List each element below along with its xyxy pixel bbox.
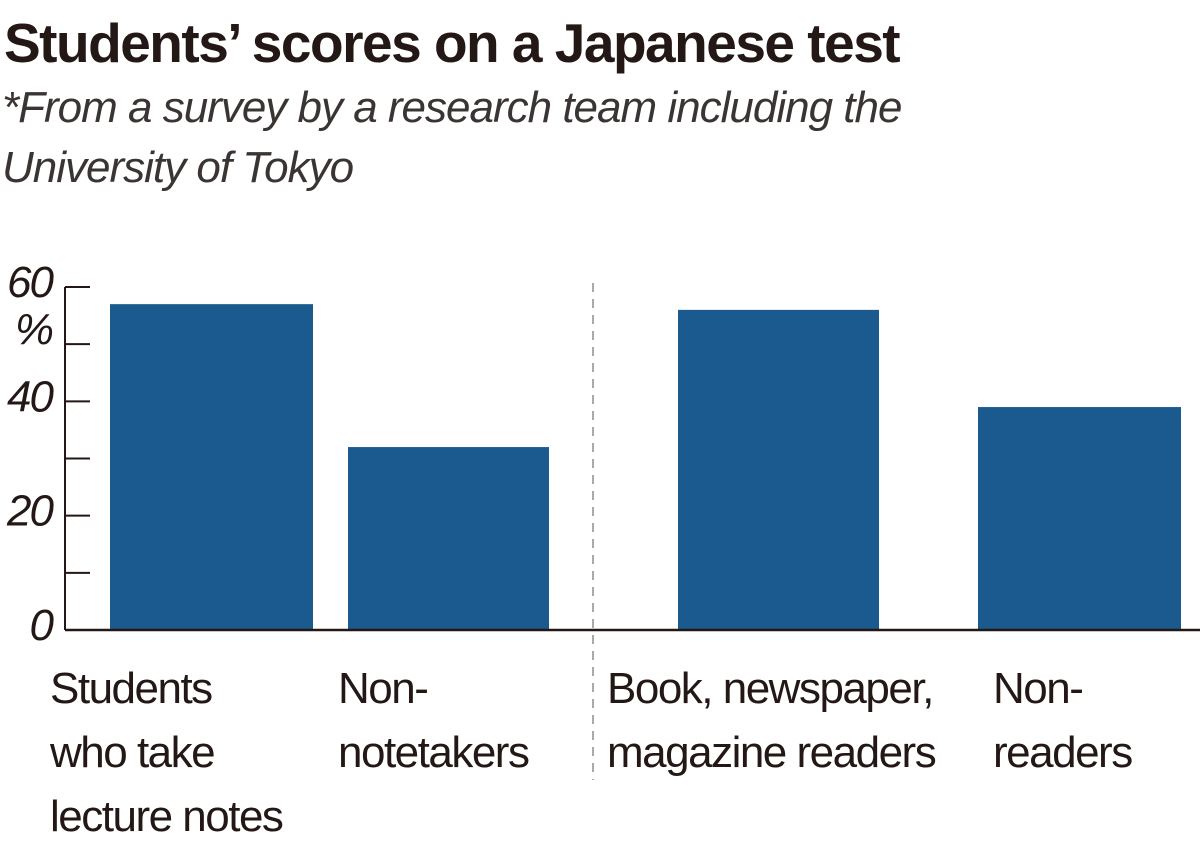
x-tick-label: notetakers <box>338 728 529 777</box>
bar <box>110 304 313 630</box>
x-tick-label: readers <box>993 728 1132 777</box>
x-tick-label: Non- <box>993 664 1082 713</box>
y-tick-label: 60 <box>7 258 54 307</box>
bar <box>978 407 1181 630</box>
x-tick-label: magazine readers <box>607 728 936 777</box>
x-tick-label: Book, newspaper, <box>607 664 933 713</box>
x-tick-label: Students <box>50 664 212 713</box>
y-tick-label: 40 <box>7 372 54 421</box>
x-tick-label: Non- <box>338 664 427 713</box>
chart-subtitle: *From a survey by a research team includ… <box>2 83 901 132</box>
x-tick-label: who take <box>49 728 214 777</box>
bar <box>348 447 549 630</box>
y-tick-label: 0 <box>30 601 55 650</box>
chart-title: Students’ scores on a Japanese test <box>4 12 900 74</box>
x-tick-label: lecture notes <box>50 792 283 841</box>
y-unit: % <box>15 305 53 354</box>
y-tick-label: 20 <box>6 487 54 536</box>
bar <box>678 309 879 630</box>
chart-subtitle: University of Tokyo <box>2 143 354 192</box>
